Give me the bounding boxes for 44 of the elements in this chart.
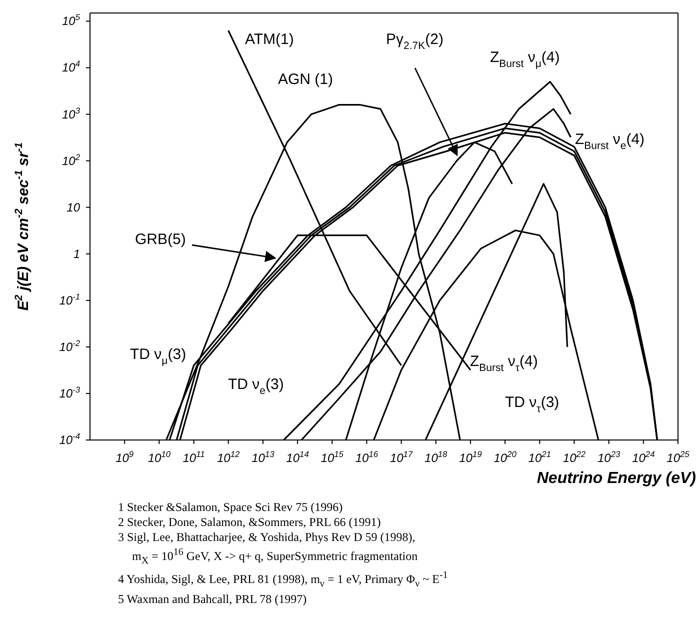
y-tick-label: 10$^{-2}$ (59, 338, 80, 354)
x-tick-label: 10$^{24}$ (632, 449, 656, 465)
text: 5 Waxman and Bahcall, PRL 78 (1997) (118, 592, 308, 607)
y-tick-label: 10$^{5}$ (62, 12, 80, 28)
text: TD ν$_{e}$(3) (228, 376, 284, 397)
text: 3 Sigl, Lee, Bhattacharjee, & Yoshida, Phys Rev D 59 (1998), (118, 530, 416, 545)
x-tick-label: 10$^{10}$ (148, 449, 171, 465)
y-tick-label: 10$^{-4}$ (59, 431, 80, 447)
y-tick-label: 10$^{4}$ (62, 58, 80, 75)
x-tick-label: 10$^{19}$ (459, 449, 482, 465)
series-label: Z$_{Burst}$ ν$_{τ}$(4) (470, 352, 538, 374)
x-tick-label: 10$^{20}$ (494, 449, 517, 465)
y-tick-label: 10$^{-3}$ (59, 384, 80, 400)
x-tick-label: 10$^{11}$ (182, 449, 205, 465)
x-axis-title: Neutrino Energy (eV) (536, 470, 696, 488)
series-label: Z$_{Burst}$ ν$_{μ}$(4) (490, 48, 560, 70)
text: 2 Stecker, Done, Salamon, &Sommers, PRL 66 (1991) (118, 515, 382, 530)
x-tick-label: 10$^{16}$ (355, 449, 378, 465)
y-tick-label: 10$^{-1}$ (59, 291, 80, 308)
x-tick-label: 10$^{25}$ (666, 449, 690, 465)
x-tick-label: 10$^{18}$ (424, 449, 448, 465)
text: 4 Yoshida, Sigl, & Lee, PRL 81 (1998), m$_{ν}$ = 1 eV, Primary Φ$_{ν}$ ~ E$^{-1}$ (118, 569, 449, 592)
text: GRB(5) (135, 230, 186, 248)
y-tick-label: 10$^{3}$ (62, 105, 80, 122)
x-tick-label: 10$^{15}$ (320, 449, 344, 465)
series-label: TD ν$_{τ}$(3) (505, 394, 560, 415)
x-tick-label: 10$^{14}$ (286, 449, 310, 465)
series-label: TD ν$_{μ}$(3) (130, 346, 186, 367)
series-label: ATM(1) (245, 30, 294, 48)
y-tick-label: 1 (73, 246, 80, 261)
x-tick-label: 10$^{13}$ (252, 449, 275, 465)
series-label: Z$_{Burst}$ ν$_{e}$(4) (575, 130, 645, 152)
x-tick-label: 10$^{23}$ (597, 449, 620, 465)
text: 1 Stecker &Salamon, Space Sci Rev 75 (1996) (118, 500, 344, 515)
y-tick-label: 10 (66, 200, 80, 214)
series-label: AGN (1) (278, 70, 334, 88)
text: m$_{X}$ = 10$^{16}$ GeV, X -> q+ q, SuperSymmetric fragmentation (131, 546, 419, 568)
x-tick-label: 10$^{12}$ (217, 449, 240, 465)
x-tick-label: 10$^{9}$ (116, 449, 134, 465)
y-tick-label: 10$^{2}$ (62, 152, 80, 168)
x-tick-label: 10$^{22}$ (562, 449, 586, 465)
x-tick-label: 10$^{21}$ (528, 449, 551, 465)
text: Pγ$_{2.7K}$(2) (386, 30, 444, 52)
x-tick-label: 10$^{17}$ (390, 449, 413, 465)
